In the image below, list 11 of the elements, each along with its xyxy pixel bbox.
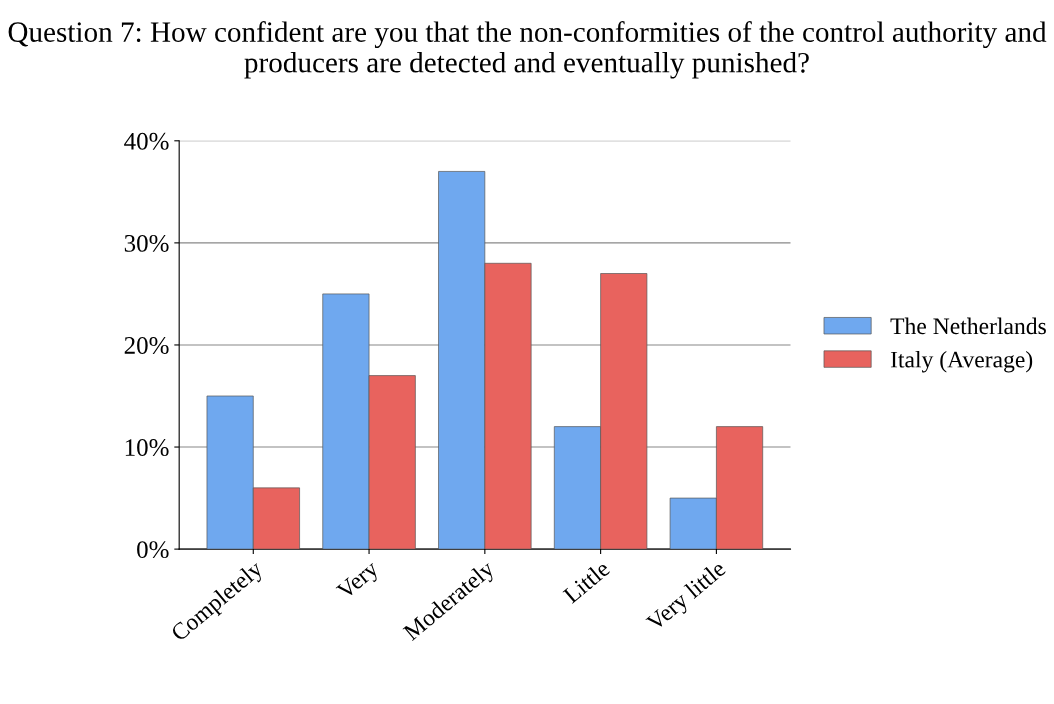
y-tick-label: 30% [124, 234, 169, 252]
y-tick-label: 0% [137, 541, 169, 559]
x-tick-label: Very little [644, 559, 730, 636]
legend-label: The Netherlands [890, 317, 1046, 335]
y-tick-label: 20% [124, 337, 169, 354]
x-tick-label: Little [561, 559, 611, 605]
chart-title: Question 7: How confident are you that the non-conformities of the control authority and producers are detected and eventually punished? [8, 21, 1047, 79]
legend-label: Italy (Average) [890, 350, 1033, 373]
y-tick-label: 40% [124, 132, 169, 150]
x-tick-label: Very [335, 559, 383, 604]
y-tick-label: 10% [125, 439, 169, 457]
